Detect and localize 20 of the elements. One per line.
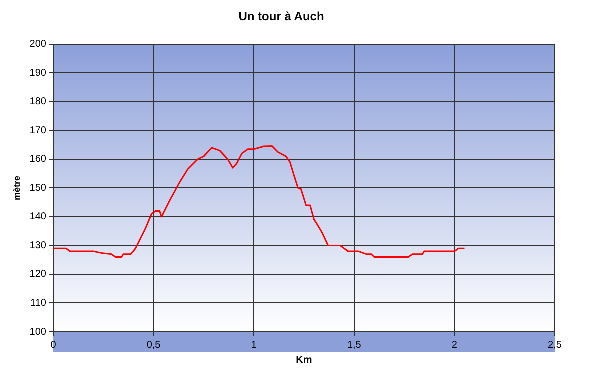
x-tick-label: 0 <box>50 340 57 351</box>
x-tick-label: 2,5 <box>548 340 562 351</box>
y-tick-label: 120 <box>30 269 47 280</box>
y-tick-label: 200 <box>30 39 47 50</box>
x-tick-label: 1,5 <box>347 340 362 351</box>
y-tick-label: 100 <box>30 326 47 338</box>
y-tick-label: 150 <box>30 182 47 194</box>
y-axis-title: mètre <box>12 176 22 200</box>
x-tick-label: 1 <box>251 340 258 351</box>
y-tick-label: 170 <box>30 125 47 136</box>
y-tick-label: 180 <box>30 96 47 108</box>
chart-title: Un tour à Auch <box>238 10 324 24</box>
x-axis-title: Km <box>296 354 312 366</box>
x-tick-label: 2 <box>452 340 458 351</box>
x-tick-label: 0,5 <box>146 340 162 351</box>
y-tick-label: 130 <box>30 240 47 252</box>
y-tick-label: 160 <box>30 154 47 166</box>
y-tick-label: 190 <box>30 68 47 79</box>
y-tick-label: 140 <box>30 212 47 223</box>
y-tick-label: 110 <box>30 298 47 309</box>
